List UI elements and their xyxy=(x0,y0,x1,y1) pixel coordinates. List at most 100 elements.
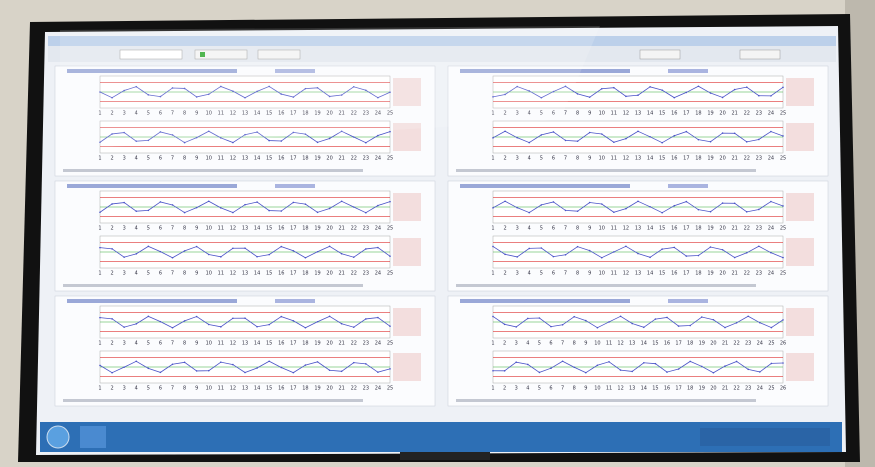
trace-point xyxy=(195,136,198,139)
trace-point xyxy=(516,256,518,258)
trace-point xyxy=(123,201,125,204)
x-tick-label: 3 xyxy=(515,386,518,392)
x-tick-label: 22 xyxy=(744,226,750,232)
x-tick-label: 24 xyxy=(375,111,381,117)
x-tick-label: 11 xyxy=(611,226,617,232)
trace-point xyxy=(304,133,307,135)
x-tick-label: 14 xyxy=(254,156,260,162)
trace-point xyxy=(673,246,676,249)
x-tick-label: 23 xyxy=(756,271,762,277)
trace-point xyxy=(643,326,645,329)
trace-point xyxy=(256,325,258,328)
trace-point xyxy=(268,139,270,142)
trace-point xyxy=(352,256,355,259)
x-tick-label: 15 xyxy=(266,111,272,117)
x-tick-label: 3 xyxy=(516,111,519,117)
trace-point xyxy=(377,134,379,137)
trace xyxy=(492,315,784,329)
x-tick-label: 20 xyxy=(326,111,332,117)
x-tick-label: 20 xyxy=(326,271,332,277)
x-tick-label: 7 xyxy=(564,226,567,232)
trace-point xyxy=(747,315,749,318)
trace-point xyxy=(528,211,531,214)
x-tick-label: 5 xyxy=(147,226,150,232)
x-tick-label: 23 xyxy=(363,271,369,277)
x-tick-label: 4 xyxy=(526,341,529,347)
trace-point xyxy=(504,200,506,203)
x-tick-label: 16 xyxy=(278,341,284,347)
x-tick-label: 16 xyxy=(671,111,677,117)
x-tick-label: 24 xyxy=(768,156,774,162)
x-tick-label: 12 xyxy=(230,156,236,162)
trace-point xyxy=(123,256,125,258)
x-tick-label: 16 xyxy=(671,271,677,277)
x-tick-label: 15 xyxy=(266,156,272,162)
x-tick-label: 1 xyxy=(491,386,494,392)
trace-point xyxy=(147,209,150,212)
trace-point xyxy=(637,200,639,203)
x-tick-label: 20 xyxy=(710,341,716,347)
trace-point xyxy=(292,249,295,252)
x-tick-label: 7 xyxy=(171,156,174,162)
x-tick-label: 7 xyxy=(171,386,174,392)
x-tick-label: 19 xyxy=(707,271,713,277)
x-tick-label: 14 xyxy=(641,341,647,347)
trace-point xyxy=(135,210,138,212)
trace-point xyxy=(256,201,258,203)
trace-point xyxy=(352,326,355,329)
taskbar-app[interactable] xyxy=(80,426,106,448)
trace-point xyxy=(552,131,555,133)
x-tick-label: 7 xyxy=(171,226,174,232)
x-tick-label: 7 xyxy=(561,386,564,392)
trace-point xyxy=(677,368,680,370)
trace-point xyxy=(516,85,518,88)
x-tick-label: 24 xyxy=(757,386,763,392)
x-tick-label: 20 xyxy=(326,341,332,347)
toolbar-button[interactable] xyxy=(739,49,781,60)
stats-line xyxy=(456,284,756,287)
x-tick-label: 13 xyxy=(242,111,248,117)
dropdown[interactable] xyxy=(119,49,183,60)
trace-point xyxy=(256,255,258,258)
trace-point xyxy=(377,204,379,207)
toolbar-button[interactable] xyxy=(639,49,681,60)
trace-point xyxy=(377,316,379,319)
trace-point xyxy=(195,96,198,98)
x-tick-label: 24 xyxy=(375,386,381,392)
x-tick-label: 25 xyxy=(387,156,393,162)
x-tick-label: 1 xyxy=(491,111,494,117)
start-button[interactable] xyxy=(46,425,70,449)
x-tick-label: 16 xyxy=(278,156,284,162)
trace-point xyxy=(654,362,657,365)
toolbar-button[interactable] xyxy=(257,49,301,60)
trace-point xyxy=(613,86,615,89)
x-tick-label: 1 xyxy=(98,156,101,162)
x-tick-label: 9 xyxy=(195,156,198,162)
trace-point xyxy=(758,94,760,97)
trace-point xyxy=(745,141,748,143)
x-tick-label: 17 xyxy=(675,386,681,392)
trace-point xyxy=(207,130,210,133)
window-titlebar xyxy=(48,36,836,46)
x-tick-label: 8 xyxy=(576,226,579,232)
trace-point xyxy=(195,206,198,209)
x-tick-label: 14 xyxy=(647,156,653,162)
trace-point xyxy=(721,132,724,134)
trace-point xyxy=(99,364,101,367)
toolbar-button[interactable] xyxy=(194,49,248,60)
trace-point xyxy=(280,366,283,369)
x-tick-label: 6 xyxy=(159,341,162,347)
trace-point xyxy=(389,91,391,94)
trace-point xyxy=(232,247,234,250)
trace-point xyxy=(328,207,331,210)
trace-point xyxy=(256,90,258,93)
trace-point xyxy=(697,138,700,141)
limit-labels xyxy=(786,308,814,336)
x-tick-label: 19 xyxy=(314,341,320,347)
trace-point xyxy=(661,248,663,250)
x-tick-label: 9 xyxy=(584,386,587,392)
x-tick-label: 13 xyxy=(242,226,248,232)
x-tick-label: 3 xyxy=(123,341,126,347)
x-tick-label: 3 xyxy=(123,386,126,392)
trace-point xyxy=(528,90,531,92)
